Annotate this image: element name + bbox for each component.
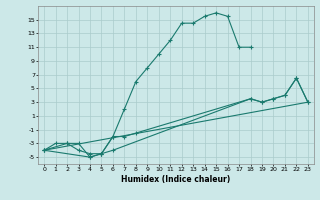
X-axis label: Humidex (Indice chaleur): Humidex (Indice chaleur)	[121, 175, 231, 184]
